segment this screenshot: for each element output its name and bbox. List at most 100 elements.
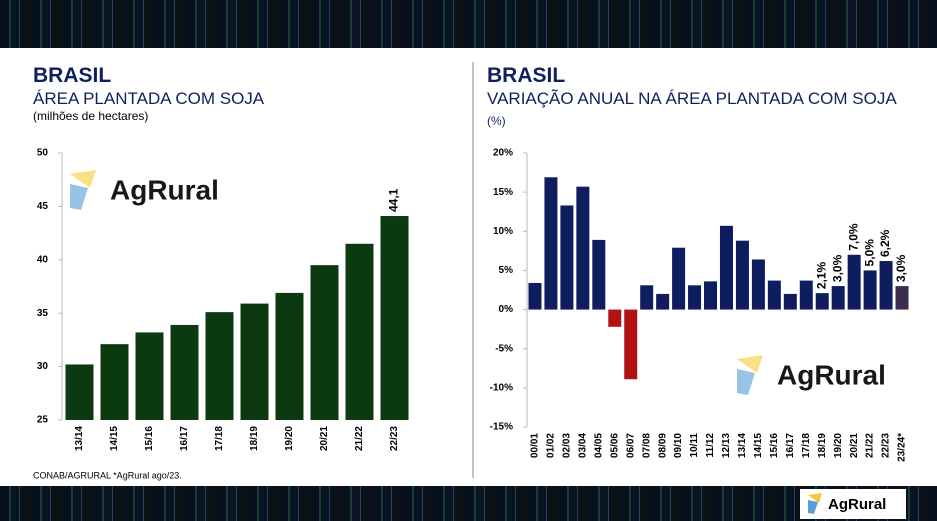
watermark-icon (737, 355, 763, 373)
heading: BRASIL (33, 64, 112, 87)
x-tick-label: 02/03 (562, 433, 573, 458)
y-tick-label: 5% (499, 265, 514, 276)
x-tick-label: 22/23 (881, 433, 892, 458)
y-tick-label: 30 (37, 361, 49, 372)
bottom-banner (0, 486, 937, 521)
bar (380, 216, 409, 420)
bar (656, 293, 670, 310)
x-tick-label: 00/01 (530, 433, 541, 458)
bar (735, 240, 749, 310)
x-tick-label: 20/21 (319, 426, 330, 451)
x-tick-label: 07/08 (641, 433, 652, 458)
value-label: 6,2% (878, 229, 892, 257)
x-tick-label: 19/20 (284, 426, 295, 451)
value-label: 44,1 (387, 188, 401, 212)
x-tick-label: 12/13 (721, 433, 732, 458)
x-tick-label: 23/24* (897, 433, 908, 462)
value-label: 2,1% (814, 261, 828, 289)
bar (560, 205, 574, 310)
y-tick-label: 35 (37, 308, 49, 319)
bar (592, 239, 606, 310)
bar (719, 225, 733, 310)
logo-icon (808, 493, 822, 503)
bar (624, 309, 638, 380)
x-tick-label: 17/18 (801, 433, 812, 458)
logo-icon (808, 500, 818, 514)
x-tick-label: 21/22 (865, 433, 876, 458)
source-note: CONAB/AGRURAL *AgRural ago/23. (33, 470, 182, 480)
value-label: 3,0% (830, 254, 844, 282)
subtitle: (milhões de hectares) (33, 109, 149, 123)
x-tick-label: 04/05 (593, 433, 604, 458)
heading: BRASIL (487, 64, 566, 87)
top-banner (0, 0, 937, 48)
bar (831, 286, 845, 310)
bar (815, 293, 829, 310)
bar (65, 364, 94, 420)
x-tick-label: 16/17 (785, 433, 796, 458)
bar (100, 344, 129, 420)
x-tick-label: 17/18 (214, 426, 225, 451)
bar (275, 292, 304, 420)
unit: (%) (487, 114, 506, 128)
watermark: AgRural (110, 174, 219, 205)
bar (879, 261, 893, 310)
value-label: 3,0% (894, 254, 908, 282)
x-tick-label: 15/16 (144, 426, 155, 451)
watermark: AgRural (777, 359, 886, 390)
y-tick-label: 15% (493, 187, 513, 198)
x-tick-label: 05/06 (609, 433, 620, 458)
y-tick-label: -15% (490, 422, 513, 433)
y-tick-label: 0% (499, 304, 514, 315)
watermark-icon (70, 184, 88, 210)
bar (345, 243, 374, 420)
bar (640, 285, 654, 310)
bar (310, 265, 339, 420)
bar (799, 280, 813, 310)
value-label: 7,0% (846, 223, 860, 251)
y-tick-label: -5% (495, 343, 513, 354)
bar (528, 282, 542, 310)
bar (608, 309, 622, 327)
bar (847, 254, 861, 310)
x-tick-label: 20/21 (849, 433, 860, 458)
bar (688, 285, 702, 310)
x-tick-label: 19/20 (833, 433, 844, 458)
title: VARIAÇÃO ANUAL NA ÁREA PLANTADA COM SOJA (487, 89, 896, 108)
bar (783, 293, 797, 310)
title: ÁREA PLANTADA COM SOJA (33, 89, 265, 108)
bar (544, 177, 558, 310)
x-tick-label: 13/14 (737, 433, 748, 458)
bar (751, 259, 765, 310)
x-tick-label: 16/17 (179, 426, 190, 451)
x-tick-label: 14/15 (753, 433, 764, 458)
right-header: BRASIL VARIAÇÃO ANUAL NA ÁREA PLANTADA C… (487, 64, 907, 132)
x-tick-label: 22/23 (389, 426, 400, 451)
bar (672, 247, 686, 310)
x-tick-label: 06/07 (625, 433, 636, 458)
bar (576, 186, 590, 310)
x-tick-label: 08/09 (657, 433, 668, 458)
x-tick-label: 03/04 (577, 433, 588, 458)
watermark-icon (70, 170, 96, 188)
x-tick-label: 18/19 (817, 433, 828, 458)
y-tick-label: 10% (493, 226, 513, 237)
bar (205, 312, 234, 420)
y-tick-label: 40 (37, 254, 49, 265)
y-tick-label: 20% (493, 148, 513, 159)
y-tick-label: 50 (37, 148, 49, 159)
y-tick-label: -10% (490, 382, 513, 393)
x-tick-label: 01/02 (546, 433, 557, 458)
bar (863, 270, 877, 310)
bar (135, 332, 164, 420)
bar (240, 303, 269, 420)
x-tick-label: 11/12 (705, 433, 716, 458)
x-tick-label: 10/11 (689, 433, 700, 458)
y-tick-label: 45 (37, 201, 49, 212)
x-tick-label: 14/15 (109, 426, 120, 451)
x-tick-label: 18/19 (249, 426, 260, 451)
x-tick-label: 13/14 (74, 426, 85, 451)
footer-logo: AgRural (828, 496, 886, 513)
